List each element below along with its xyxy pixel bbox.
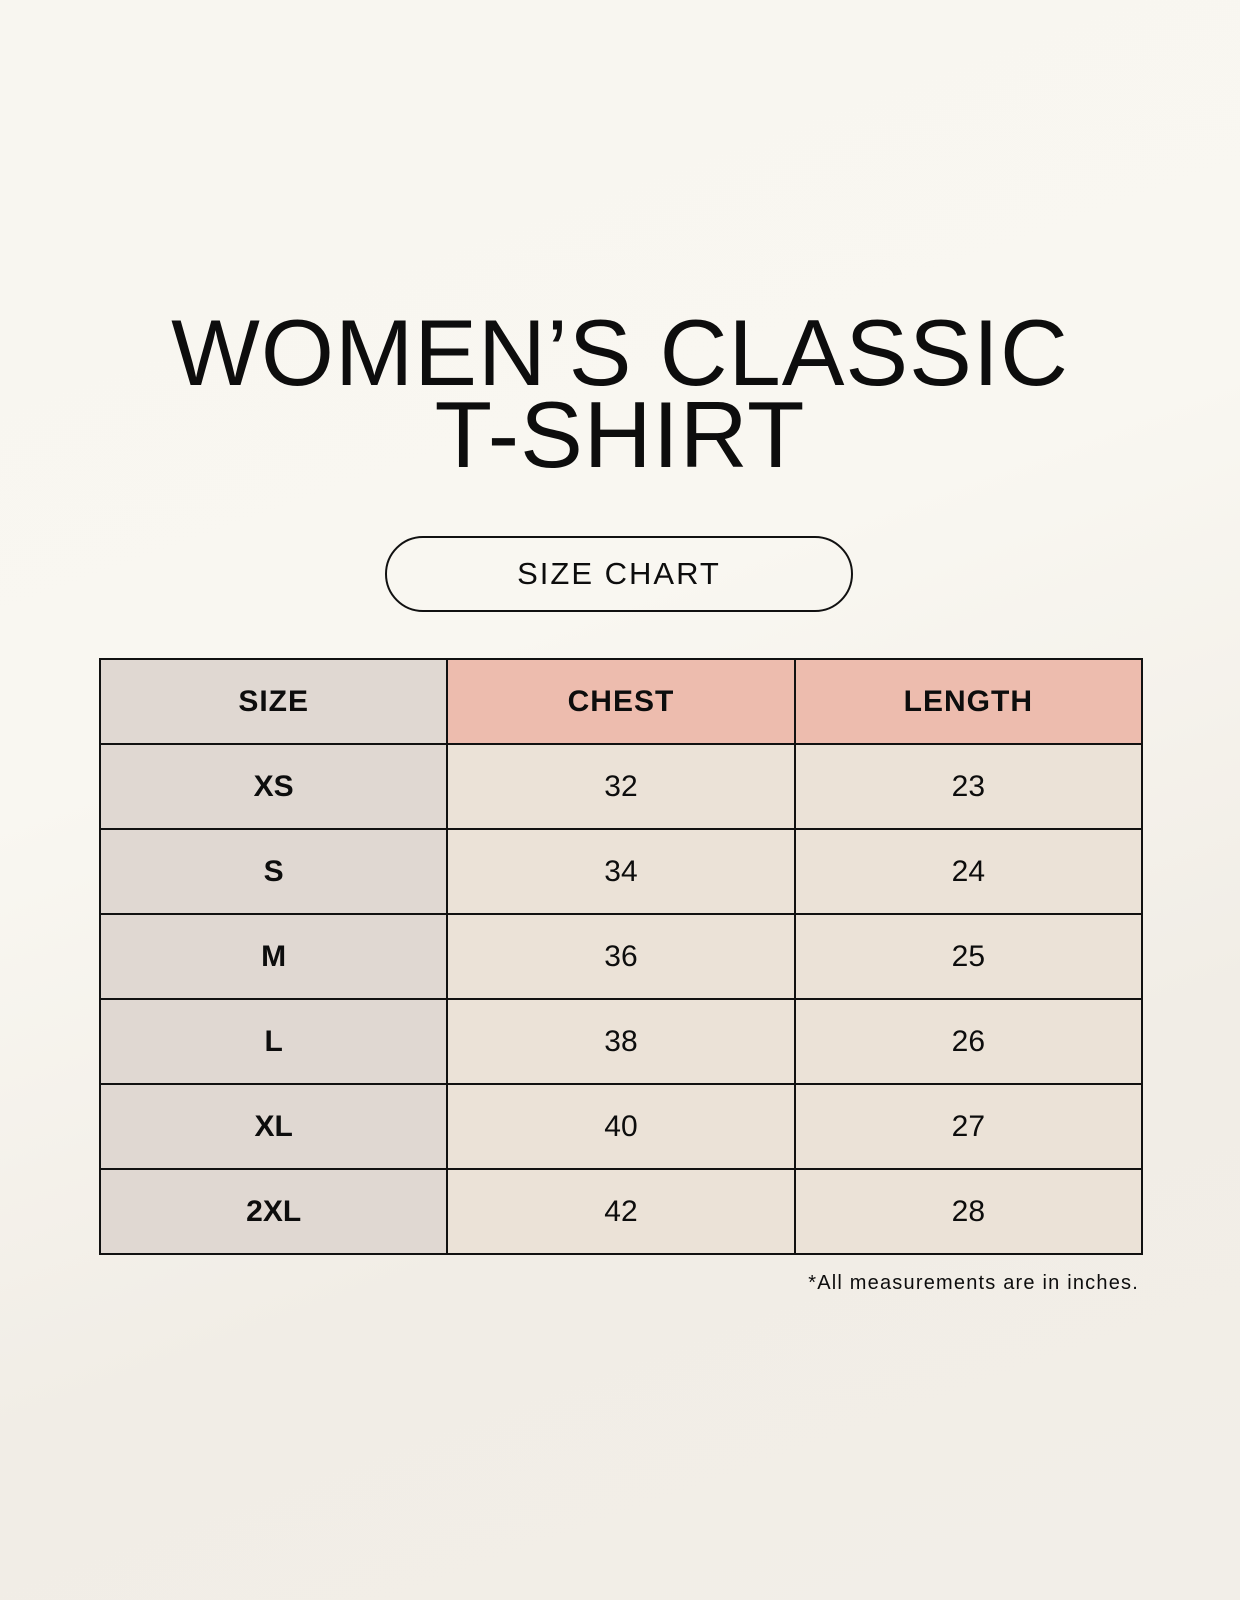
cell-length: 24 — [793, 828, 1144, 915]
cell-size: XL — [98, 1083, 449, 1170]
cell-length: 25 — [793, 913, 1144, 1000]
size-chart-badge: SIZE CHART — [385, 536, 853, 612]
table-row: 2XL 42 28 — [98, 1168, 1144, 1255]
cell-chest: 42 — [446, 1168, 796, 1255]
cell-size: M — [98, 913, 449, 1000]
cell-size: XS — [98, 743, 449, 830]
cell-size: L — [98, 998, 449, 1085]
table-row: S 34 24 — [98, 828, 1144, 915]
cell-size: 2XL — [98, 1168, 449, 1255]
cell-length: 23 — [793, 743, 1144, 830]
table-row: L 38 26 — [98, 998, 1144, 1085]
table-row: XS 32 23 — [98, 743, 1144, 830]
cell-size: S — [98, 828, 449, 915]
cell-length: 28 — [793, 1168, 1144, 1255]
header-length: LENGTH — [793, 658, 1144, 745]
title-line-1: WOMEN’S CLASSIC — [171, 300, 1069, 405]
cell-chest: 40 — [446, 1083, 796, 1170]
page-title: WOMEN’S CLASSIC T-SHIRT — [0, 300, 1240, 487]
cell-length: 27 — [793, 1083, 1144, 1170]
table-row: XL 40 27 — [98, 1083, 1144, 1170]
table-header-row: SIZE CHEST LENGTH — [98, 658, 1144, 745]
footnote: *All measurements are in inches. — [808, 1272, 1139, 1294]
size-table: SIZE CHEST LENGTH XS 32 23 S 34 24 M 36 25 L 38 26 X… — [98, 658, 1144, 1255]
cell-chest: 36 — [446, 913, 796, 1000]
cell-chest: 38 — [446, 998, 796, 1085]
header-size: SIZE — [98, 658, 449, 745]
header-chest: CHEST — [446, 658, 796, 745]
table-row: M 36 25 — [98, 913, 1144, 1000]
cell-length: 26 — [793, 998, 1144, 1085]
cell-chest: 32 — [446, 743, 796, 830]
title-line-2: T-SHIRT — [434, 382, 806, 487]
cell-chest: 34 — [446, 828, 796, 915]
